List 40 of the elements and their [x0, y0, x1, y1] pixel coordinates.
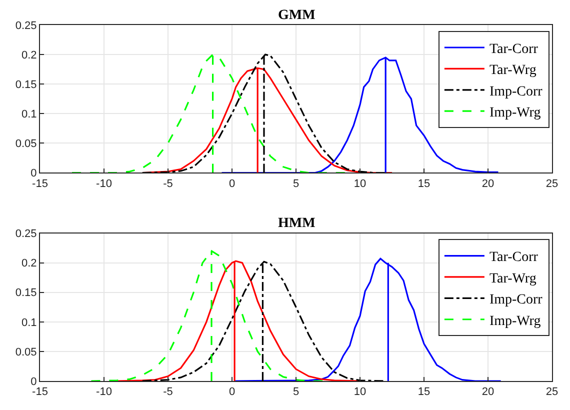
- x-tick-label: 15: [418, 178, 430, 190]
- chart-title: HMM: [278, 216, 316, 231]
- x-tick-label: 0: [228, 386, 236, 398]
- chart-title: GMM: [278, 8, 316, 23]
- y-tick-label: 0.15: [15, 287, 37, 300]
- y-tick-label: 0.05: [15, 346, 37, 358]
- x-tick-label: 0: [228, 178, 236, 190]
- x-tick-label: -10: [96, 178, 112, 190]
- x-tick-label: -15: [32, 178, 48, 190]
- y-tick-label: 0.15: [15, 78, 37, 91]
- x-tick-label: 20: [482, 178, 494, 190]
- legend-label: Tar-Wrg: [489, 63, 536, 78]
- y-tick-label: 0.2: [22, 49, 37, 62]
- y-tick-label: 0.1: [22, 316, 37, 329]
- x-tick-label: -5: [163, 386, 173, 398]
- x-tick-label: 15: [418, 386, 430, 398]
- x-tick-label: -10: [96, 386, 112, 398]
- legend-label: Imp-Corr: [489, 84, 543, 100]
- x-tick-label: 5: [292, 386, 300, 398]
- y-tick-label: 0: [30, 376, 37, 388]
- x-tick-label: 10: [354, 386, 366, 398]
- legend-label: Imp-Corr: [489, 292, 543, 308]
- x-tick-label: 20: [482, 386, 494, 398]
- legend-label: Tar-Wrg: [489, 271, 536, 286]
- x-tick-label: 25: [546, 386, 558, 398]
- y-tick-label: 0.25: [15, 20, 37, 32]
- y-tick-label: 0.25: [15, 228, 37, 240]
- legend-label: Tar-Corr: [489, 250, 538, 266]
- x-tick-label: 25: [546, 178, 558, 190]
- x-tick-label: 5: [292, 178, 300, 190]
- legend-label: Imp-Wrg: [489, 314, 541, 329]
- y-tick-label: 0: [30, 168, 37, 180]
- legend-label: Imp-Wrg: [489, 106, 541, 121]
- x-tick-label: -15: [32, 386, 48, 398]
- x-tick-label: -5: [163, 178, 173, 190]
- x-tick-label: 10: [354, 178, 366, 190]
- y-tick-label: 0.1: [22, 108, 37, 120]
- legend-label: Tar-Corr: [489, 42, 538, 57]
- y-tick-label: 0.05: [15, 138, 37, 150]
- y-tick-label: 0.2: [22, 258, 37, 270]
